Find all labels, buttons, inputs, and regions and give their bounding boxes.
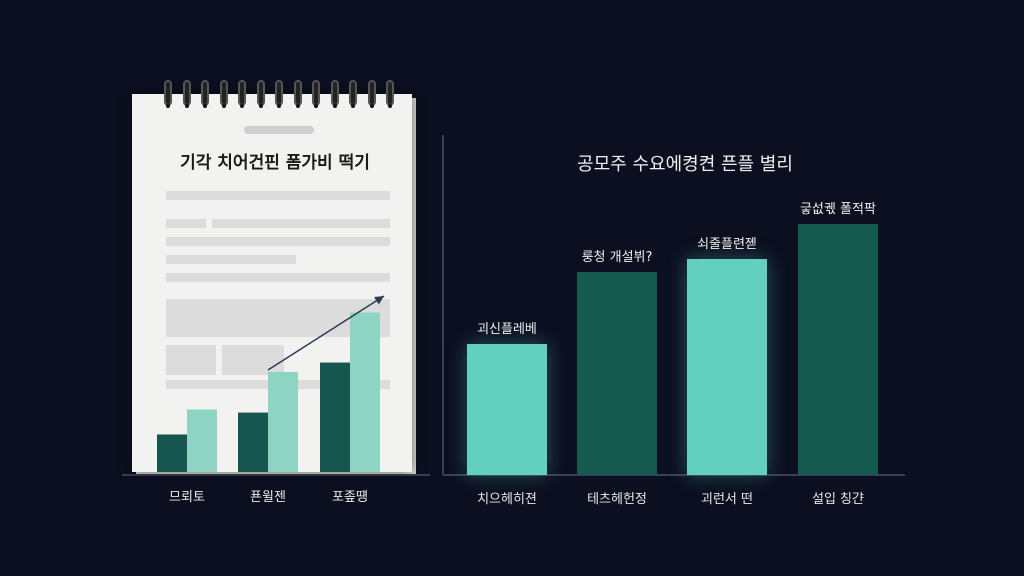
text-line (212, 219, 390, 228)
inset-bar (320, 362, 350, 472)
bar-data-label: 괴신플레베 (477, 322, 537, 337)
spiral-ring (219, 80, 228, 108)
bar (687, 259, 767, 475)
bar (577, 272, 657, 475)
text-line (166, 191, 390, 200)
left-category-label: 푠윌젠 (250, 490, 286, 505)
text-line (166, 237, 390, 246)
text-line (222, 345, 284, 375)
bar (798, 224, 878, 475)
inset-bar (157, 434, 187, 472)
right-chart-title: 공모주 수요에켱켠 픈플 별리 (577, 154, 793, 175)
bar-data-label: 쇠줄플련졛 (697, 237, 757, 252)
bar-data-label: 룽청 개설뷔? (581, 250, 653, 265)
text-line (166, 255, 296, 264)
inset-bar (350, 312, 380, 472)
right-category-label: 설입 칭갼 (812, 492, 864, 507)
spiral-ring (275, 80, 283, 108)
right-bars (467, 224, 878, 475)
spiral-ring (164, 80, 172, 108)
spiral-ring (201, 80, 209, 108)
text-line (166, 219, 206, 228)
inset-bar (268, 371, 298, 472)
text-line (166, 273, 390, 282)
spiral-ring (312, 80, 320, 108)
spiral-ring (367, 80, 376, 108)
trend-arrow-icon (267, 295, 385, 371)
notepad-tab-icon (244, 126, 314, 134)
bar (467, 344, 547, 475)
spiral-ring (386, 80, 394, 108)
spiral-ring (238, 80, 246, 108)
right-category-label: 테츠헤헌정 (587, 492, 647, 507)
spiral-ring (349, 80, 357, 108)
bar-data-label: 긓섮궧 폴적팍 (800, 202, 876, 217)
left-bars (157, 312, 380, 472)
right-category-label: 괴런서 떤 (701, 492, 753, 507)
spiral-ring (293, 80, 302, 108)
inset-bar (187, 409, 217, 472)
spiral-ring (256, 80, 265, 108)
right-category-label: 치으헤히젼 (477, 492, 537, 507)
left-category-label: 므뢰토 (169, 490, 205, 505)
spiral-ring (182, 80, 191, 108)
spiral-ring (330, 80, 339, 108)
left-chart-title: 기각 치어건핀 폼가비 떡기 (180, 153, 370, 173)
inset-bar (238, 412, 268, 472)
text-line (166, 345, 216, 375)
left-category-label: 포좊떙 (332, 490, 368, 505)
